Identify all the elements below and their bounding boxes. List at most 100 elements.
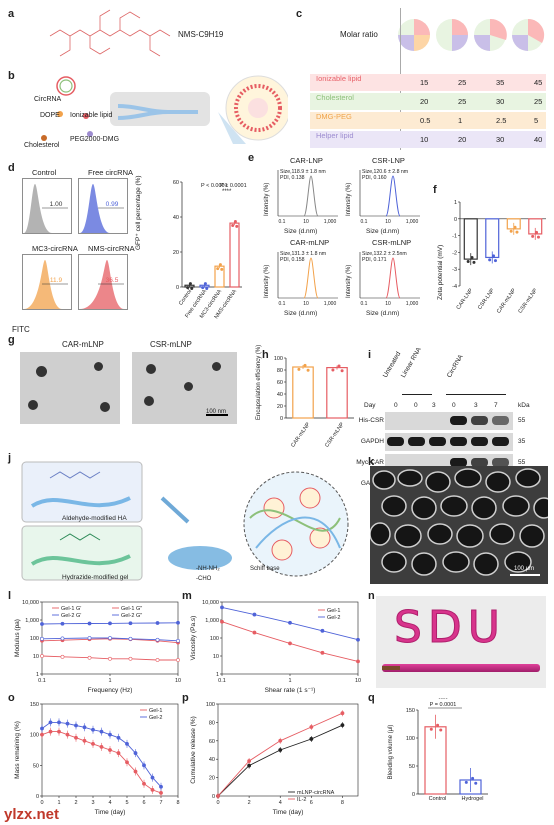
- flow-title: Free circRNA: [88, 168, 134, 177]
- data-point: [125, 741, 129, 746]
- y-tick-label: 40: [173, 215, 179, 221]
- panel-label-b: b: [8, 70, 15, 82]
- blot-column-label: Linear RNA: [399, 346, 423, 379]
- x-tick-label: 1,000: [324, 219, 337, 224]
- y-axis-label: Modulus (pa): [14, 619, 21, 657]
- blot-band: [492, 437, 509, 446]
- data-point: [176, 638, 180, 643]
- data-point: [429, 727, 433, 731]
- data-point: [40, 654, 44, 658]
- data-point: [231, 224, 235, 228]
- data-point: [233, 220, 237, 224]
- pval-0: P < 0.0001: [220, 183, 247, 189]
- data-point: [252, 630, 257, 635]
- legend-label: Gel-1 G″: [121, 606, 142, 612]
- data-point: [356, 637, 360, 642]
- dls-title: CAR-LNP: [290, 156, 323, 165]
- category-label: CSR-mLNP: [324, 421, 346, 448]
- tem-scale-bar: 100 nm: [206, 409, 227, 415]
- dls-xlabel: Size (d.nm): [284, 310, 318, 317]
- y-tick-label: 20: [209, 776, 215, 782]
- ratio-row: DMG-PEG 0.5 1 2.5 5: [310, 112, 546, 129]
- dls-plot: 0.1 10 1,000: [277, 252, 338, 306]
- category-label: CAR-LNP: [456, 287, 475, 310]
- flow-histogram: 36.5: [78, 254, 128, 310]
- x-tick-label: 3: [91, 800, 94, 806]
- data-point: [513, 225, 517, 229]
- x-tick-label: 1: [57, 800, 60, 806]
- data-point: [125, 760, 129, 765]
- x-tick-label: 1,000: [406, 301, 419, 306]
- ratio-cell: 40: [534, 135, 543, 144]
- y-tick-label: 0: [280, 416, 283, 422]
- data-point: [288, 620, 292, 625]
- label-ionizable-lipid: Ionizable lipid: [70, 112, 113, 119]
- bar: [229, 222, 240, 288]
- x-tick-label: 10: [355, 678, 361, 684]
- data-point: [116, 751, 121, 755]
- x-tick-label: 1,000: [406, 219, 419, 224]
- blot-day-label: Day: [364, 402, 376, 409]
- dls-pdi: PDI, 0.158: [280, 257, 305, 263]
- ratio-cell: 0.5: [420, 116, 431, 125]
- data-point: [133, 769, 138, 774]
- blot-band: [471, 437, 488, 446]
- q-stars: ****: [438, 698, 448, 703]
- x-tick-label: 0.1: [218, 678, 226, 684]
- data-point: [190, 286, 194, 290]
- zeta-ylabel: Zeta potential (mV): [437, 244, 444, 300]
- panel-label-e: e: [248, 152, 255, 164]
- tem-title-csr: CSR-mLNP: [150, 340, 192, 349]
- panel-label-f: f: [433, 184, 437, 196]
- data-point: [340, 723, 345, 728]
- data-point: [108, 636, 112, 640]
- data-point: [306, 368, 310, 372]
- x-axis-label: Frequency (Hz): [88, 687, 133, 694]
- y-tick-label: 80: [277, 368, 283, 374]
- y-axis-label: Cumulative release (%): [190, 716, 197, 784]
- x-tick-label: 1,000: [324, 301, 337, 306]
- encap-ylabel: Encapsulation efficiency (%): [256, 344, 262, 420]
- data-point: [439, 728, 443, 732]
- dls-xlabel: Size (d.nm): [366, 228, 400, 235]
- data-point: [91, 727, 95, 732]
- data-point: [99, 745, 104, 749]
- blot-row-label: GAPDH: [360, 438, 384, 445]
- series-line: [217, 712, 343, 797]
- flow-title: NMS-circRNA: [88, 244, 135, 253]
- x-tick-label: 4: [108, 800, 111, 806]
- data-point: [464, 780, 468, 784]
- ratio-cell: 25: [458, 97, 467, 106]
- panel-label-i: i: [368, 349, 372, 361]
- y-tick-label: -2: [452, 250, 457, 256]
- data-point: [220, 267, 224, 271]
- ratio-cell: 1: [458, 116, 463, 125]
- data-point: [309, 737, 314, 741]
- label-nhnh2: -NH-NH₂: [196, 566, 220, 572]
- data-point: [535, 230, 539, 234]
- x-tick-label: 1: [288, 678, 291, 684]
- legend-label: Gel-2 G″: [121, 613, 142, 619]
- ratio-row: Ionizable lipid 15 25 35 45: [310, 74, 546, 91]
- data-point: [303, 363, 307, 367]
- data-point: [337, 364, 341, 368]
- label-dope: DOPE: [40, 112, 60, 119]
- blot-band: [450, 437, 467, 446]
- data-point: [216, 267, 220, 271]
- category-label: CAR-mLNP: [496, 287, 518, 314]
- data-point: [133, 751, 138, 755]
- blot-lane-strip: [385, 412, 513, 430]
- label-hydrazide-gel: Hydrazide-modified gel: [62, 574, 129, 581]
- data-point: [297, 367, 301, 371]
- data-point: [40, 726, 44, 731]
- flow-title: MC3-circRNA: [32, 244, 78, 253]
- histogram-peak: [80, 260, 124, 309]
- data-point: [60, 621, 65, 626]
- data-point: [142, 781, 146, 786]
- encapsulation-bar-chart: 0 20 40 60 80 100 CAR-mLNP CSR-mLNP: [274, 356, 354, 448]
- y-tick-label: 10,000: [202, 600, 219, 606]
- data-point: [159, 784, 163, 789]
- y-tick-label: 80: [209, 720, 215, 726]
- data-point: [82, 738, 87, 743]
